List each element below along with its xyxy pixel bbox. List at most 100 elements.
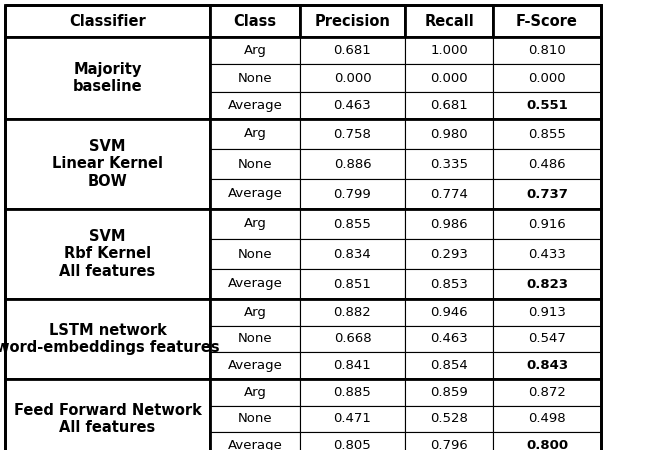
- Bar: [493, 119, 601, 149]
- Bar: [300, 432, 405, 450]
- Text: 0.855: 0.855: [528, 127, 566, 140]
- Bar: [493, 64, 601, 92]
- Bar: [300, 64, 405, 92]
- Text: Majority
baseline: Majority baseline: [73, 62, 142, 94]
- Bar: [493, 5, 601, 37]
- Text: None: None: [238, 158, 273, 171]
- Text: 0.805: 0.805: [333, 439, 371, 450]
- Text: Average: Average: [227, 188, 282, 201]
- Text: 0.855: 0.855: [333, 217, 371, 230]
- Bar: [300, 239, 405, 269]
- Text: 0.486: 0.486: [528, 158, 566, 171]
- Bar: [210, 379, 300, 405]
- Bar: [210, 149, 300, 179]
- Bar: [210, 92, 300, 119]
- Text: 0.810: 0.810: [528, 44, 566, 57]
- Bar: [5, 209, 210, 299]
- Bar: [493, 209, 601, 239]
- Bar: [300, 5, 405, 37]
- Text: Arg: Arg: [244, 217, 266, 230]
- Text: 0.547: 0.547: [528, 333, 566, 346]
- Bar: [493, 352, 601, 379]
- Bar: [300, 379, 405, 405]
- Bar: [493, 379, 601, 405]
- Text: None: None: [238, 333, 273, 346]
- Text: SVM
Linear Kernel
BOW: SVM Linear Kernel BOW: [52, 139, 163, 189]
- Text: 0.854: 0.854: [430, 359, 468, 372]
- Bar: [5, 5, 210, 37]
- Bar: [5, 37, 210, 119]
- Bar: [493, 149, 601, 179]
- Text: Classifier: Classifier: [69, 14, 146, 28]
- Bar: [210, 352, 300, 379]
- Text: 1.000: 1.000: [430, 44, 468, 57]
- Bar: [493, 239, 601, 269]
- Text: 0.799: 0.799: [333, 188, 371, 201]
- Bar: [210, 64, 300, 92]
- Text: Recall: Recall: [424, 14, 474, 28]
- Text: 0.668: 0.668: [334, 333, 371, 346]
- Bar: [405, 405, 493, 432]
- Bar: [210, 326, 300, 352]
- Bar: [493, 299, 601, 326]
- Text: Arg: Arg: [244, 386, 266, 399]
- Bar: [5, 299, 210, 379]
- Bar: [405, 179, 493, 209]
- Bar: [300, 179, 405, 209]
- Text: Average: Average: [227, 99, 282, 112]
- Bar: [493, 37, 601, 64]
- Text: 0.433: 0.433: [528, 248, 566, 261]
- Text: Arg: Arg: [244, 127, 266, 140]
- Bar: [210, 379, 601, 450]
- Bar: [405, 119, 493, 149]
- Bar: [5, 119, 210, 209]
- Text: 0.000: 0.000: [528, 72, 566, 85]
- Bar: [493, 405, 601, 432]
- Text: SVM
Rbf Kernel
All features: SVM Rbf Kernel All features: [59, 229, 156, 279]
- Bar: [405, 37, 493, 64]
- Text: 0.882: 0.882: [333, 306, 371, 319]
- Text: 0.843: 0.843: [526, 359, 568, 372]
- Bar: [210, 299, 300, 326]
- Text: 0.737: 0.737: [526, 188, 568, 201]
- Text: 0.681: 0.681: [333, 44, 371, 57]
- Text: 0.528: 0.528: [430, 413, 468, 426]
- Text: F-Score: F-Score: [516, 14, 578, 28]
- Bar: [405, 352, 493, 379]
- Bar: [210, 119, 601, 209]
- Bar: [210, 179, 300, 209]
- Bar: [5, 379, 210, 450]
- Bar: [493, 269, 601, 299]
- Bar: [493, 432, 601, 450]
- Bar: [210, 37, 601, 119]
- Bar: [405, 239, 493, 269]
- Bar: [493, 326, 601, 352]
- Text: LSTM network
word-embeddings features: LSTM network word-embeddings features: [0, 323, 219, 355]
- Bar: [405, 92, 493, 119]
- Text: 0.796: 0.796: [430, 439, 468, 450]
- Text: None: None: [238, 72, 273, 85]
- Bar: [405, 379, 493, 405]
- Bar: [405, 299, 493, 326]
- Bar: [210, 119, 300, 149]
- Text: 0.886: 0.886: [334, 158, 371, 171]
- Bar: [300, 269, 405, 299]
- Text: Class: Class: [233, 14, 276, 28]
- Text: None: None: [238, 248, 273, 261]
- Text: 0.841: 0.841: [333, 359, 371, 372]
- Bar: [300, 405, 405, 432]
- Text: 0.463: 0.463: [430, 333, 468, 346]
- Text: 0.986: 0.986: [430, 217, 468, 230]
- Text: 0.872: 0.872: [528, 386, 566, 399]
- Bar: [493, 92, 601, 119]
- Text: Average: Average: [227, 439, 282, 450]
- Bar: [300, 92, 405, 119]
- Text: 0.498: 0.498: [528, 413, 566, 426]
- Bar: [405, 149, 493, 179]
- Text: 0.834: 0.834: [333, 248, 371, 261]
- Text: 0.681: 0.681: [430, 99, 468, 112]
- Bar: [405, 432, 493, 450]
- Bar: [210, 209, 601, 299]
- Text: 0.800: 0.800: [526, 439, 568, 450]
- Bar: [300, 209, 405, 239]
